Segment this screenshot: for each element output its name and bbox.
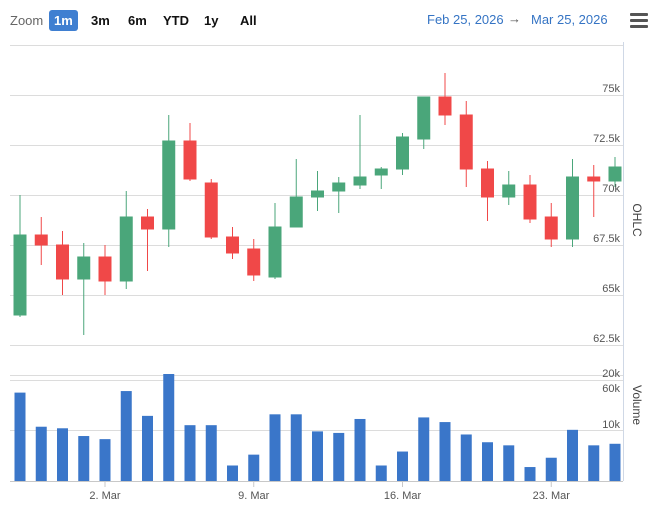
candle-body <box>289 196 303 228</box>
volume-bar <box>205 425 217 481</box>
candle-body <box>247 248 261 276</box>
candlestick-series <box>13 73 622 335</box>
volume-bar <box>545 457 557 481</box>
volume-bar <box>312 431 323 481</box>
volume-bar <box>503 445 515 481</box>
ohlc-y-tick-label: 67.5k <box>593 233 620 245</box>
volume-y-tick-label: 10k <box>602 419 620 431</box>
range-button-1m[interactable]: 1m <box>49 10 78 31</box>
range-button-6m[interactable]: 6m <box>128 13 147 28</box>
date-range-from-input[interactable]: Feb 25, 2026 <box>427 12 504 27</box>
volume-bar <box>269 414 281 481</box>
date-range-arrow-icon: → <box>508 11 521 26</box>
volume-bar <box>354 418 366 481</box>
volume-series <box>14 374 621 481</box>
candle-body <box>311 190 324 198</box>
volume-bar <box>524 467 536 481</box>
volume-bar <box>99 439 111 481</box>
candle-body <box>13 234 27 316</box>
date-range-to-input[interactable]: Mar 25, 2026 <box>531 12 608 27</box>
ohlc-axis-title: OHLC <box>630 203 644 237</box>
axis-layer: 62.5k 65k 67.5k 70k 72.5k 75k 10k 20k 60k 2. Mar 9… <box>10 83 623 502</box>
x-tick-label: 9. Mar <box>238 490 270 502</box>
candle-body <box>34 234 48 246</box>
candle-body <box>56 244 69 280</box>
candle-body <box>353 176 367 186</box>
candle-body <box>608 166 622 182</box>
candle-body <box>481 168 494 198</box>
volume-bar <box>120 391 132 481</box>
candle-body <box>417 96 431 140</box>
candle-body <box>396 136 409 170</box>
volume-bar <box>460 434 472 481</box>
range-selector-toolbar: Zoom 1m 3m 6m YTD 1y All Feb 25, 2026 → … <box>0 0 653 42</box>
volume-bar <box>78 436 90 481</box>
volume-bar <box>482 442 493 481</box>
volume-bar <box>142 415 153 481</box>
candle-body <box>226 236 239 254</box>
candle-body <box>119 216 133 282</box>
candle-body <box>523 184 537 220</box>
volume-y-tick-label: 20k <box>602 368 620 380</box>
candle-body <box>566 176 579 240</box>
candle-body <box>332 182 346 192</box>
x-tick-label: 16. Mar <box>384 490 422 502</box>
candle-body <box>268 226 282 278</box>
volume-bar <box>290 414 302 481</box>
ohlc-y-tick-label: 62.5k <box>593 333 620 345</box>
range-button-3m[interactable]: 3m <box>91 13 110 28</box>
candle-body <box>141 216 154 230</box>
ohlc-y-tick-label: 75k <box>602 83 620 95</box>
x-tick-label: 23. Mar <box>533 490 571 502</box>
range-button-1y[interactable]: 1y <box>204 13 219 28</box>
volume-bar <box>588 445 600 481</box>
volume-y-tick-label: 60k <box>602 383 620 395</box>
hamburger-menu-icon[interactable] <box>630 13 648 29</box>
ohlc-y-tick-label: 70k <box>602 183 620 195</box>
volume-bar <box>333 432 345 481</box>
ohlc-y-tick-label: 72.5k <box>593 133 620 145</box>
range-button-ytd[interactable]: YTD <box>163 13 189 28</box>
volume-bar <box>57 428 68 481</box>
candle-body <box>162 140 176 230</box>
volume-bar <box>375 465 387 481</box>
volume-bar <box>184 425 196 481</box>
volume-bar <box>163 374 175 481</box>
volume-bar <box>609 443 621 481</box>
volume-bar <box>567 429 578 481</box>
x-tick-label: 2. Mar <box>89 490 121 502</box>
candle-body <box>459 114 473 170</box>
volume-bar <box>439 422 451 481</box>
volume-axis-title: Volume <box>630 385 644 425</box>
candle-body <box>77 256 91 280</box>
candle-body <box>438 96 452 116</box>
candle-body <box>587 176 601 182</box>
volume-bar <box>418 417 430 481</box>
zoom-label: Zoom <box>10 13 44 28</box>
volume-bar <box>397 451 408 481</box>
candle-body <box>98 256 112 282</box>
range-button-all[interactable]: All <box>240 13 257 28</box>
candle-body <box>502 184 516 198</box>
ohlc-y-tick-label: 65k <box>602 283 620 295</box>
candle-body <box>544 216 558 240</box>
candle-body <box>204 182 218 238</box>
candle-body <box>374 168 388 176</box>
volume-bar <box>227 465 238 481</box>
volume-bar <box>14 392 26 481</box>
volume-bar <box>248 454 260 481</box>
candle-body <box>183 140 197 180</box>
volume-bar <box>35 426 47 481</box>
